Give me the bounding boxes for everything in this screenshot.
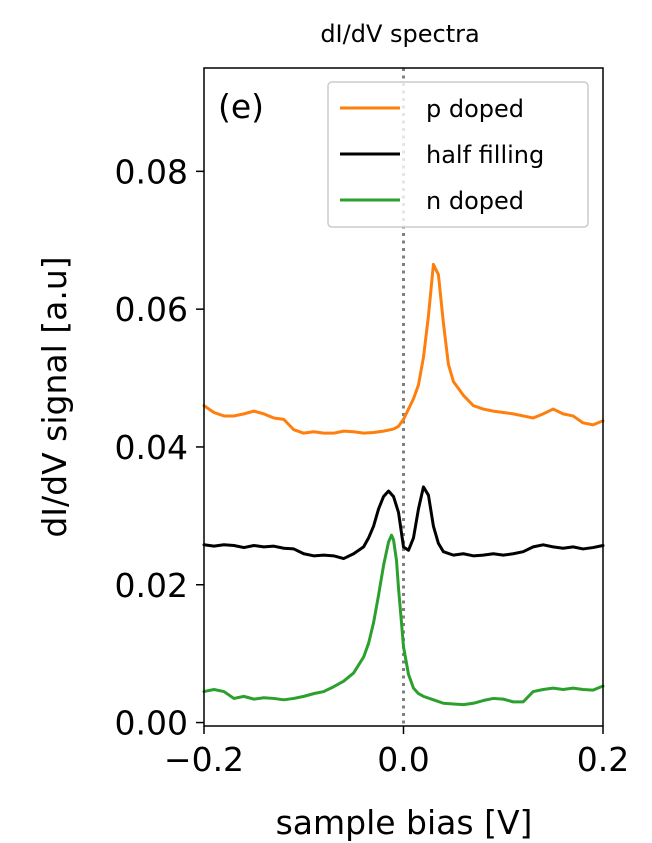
x-tick-label: −0.2 [164, 740, 244, 779]
legend-label: p doped [426, 95, 524, 123]
legend-label: half filling [426, 141, 544, 169]
series-line-p-doped [202, 262, 605, 435]
plot-title: dI/dV spectra [320, 20, 479, 48]
panel-label: (e) [218, 87, 264, 126]
x-tick-label: 0.2 [577, 740, 629, 779]
x-tick-label: 0.0 [377, 740, 429, 779]
y-tick-label: 0.08 [115, 152, 188, 191]
y-tick-label: 0.02 [115, 566, 188, 605]
series-line-n-doped [202, 533, 605, 707]
legend-box [327, 81, 589, 228]
y-tick-label: 0.04 [115, 428, 188, 467]
legend: p doped half filling n doped [327, 81, 589, 228]
plot-area [202, 68, 605, 726]
y-tick-label: 0.00 [115, 704, 188, 743]
series-line-half-filling [202, 485, 605, 561]
y-tick-label: 0.06 [115, 290, 188, 329]
y-axis-title: dI/dV signal [a.u] [35, 256, 74, 537]
legend-label: n doped [426, 187, 524, 215]
axes: −0.2 0.0 0.2 0.00 0.02 0.04 0.06 0.08 [115, 152, 630, 779]
x-axis-title: sample bias [V] [276, 803, 533, 842]
